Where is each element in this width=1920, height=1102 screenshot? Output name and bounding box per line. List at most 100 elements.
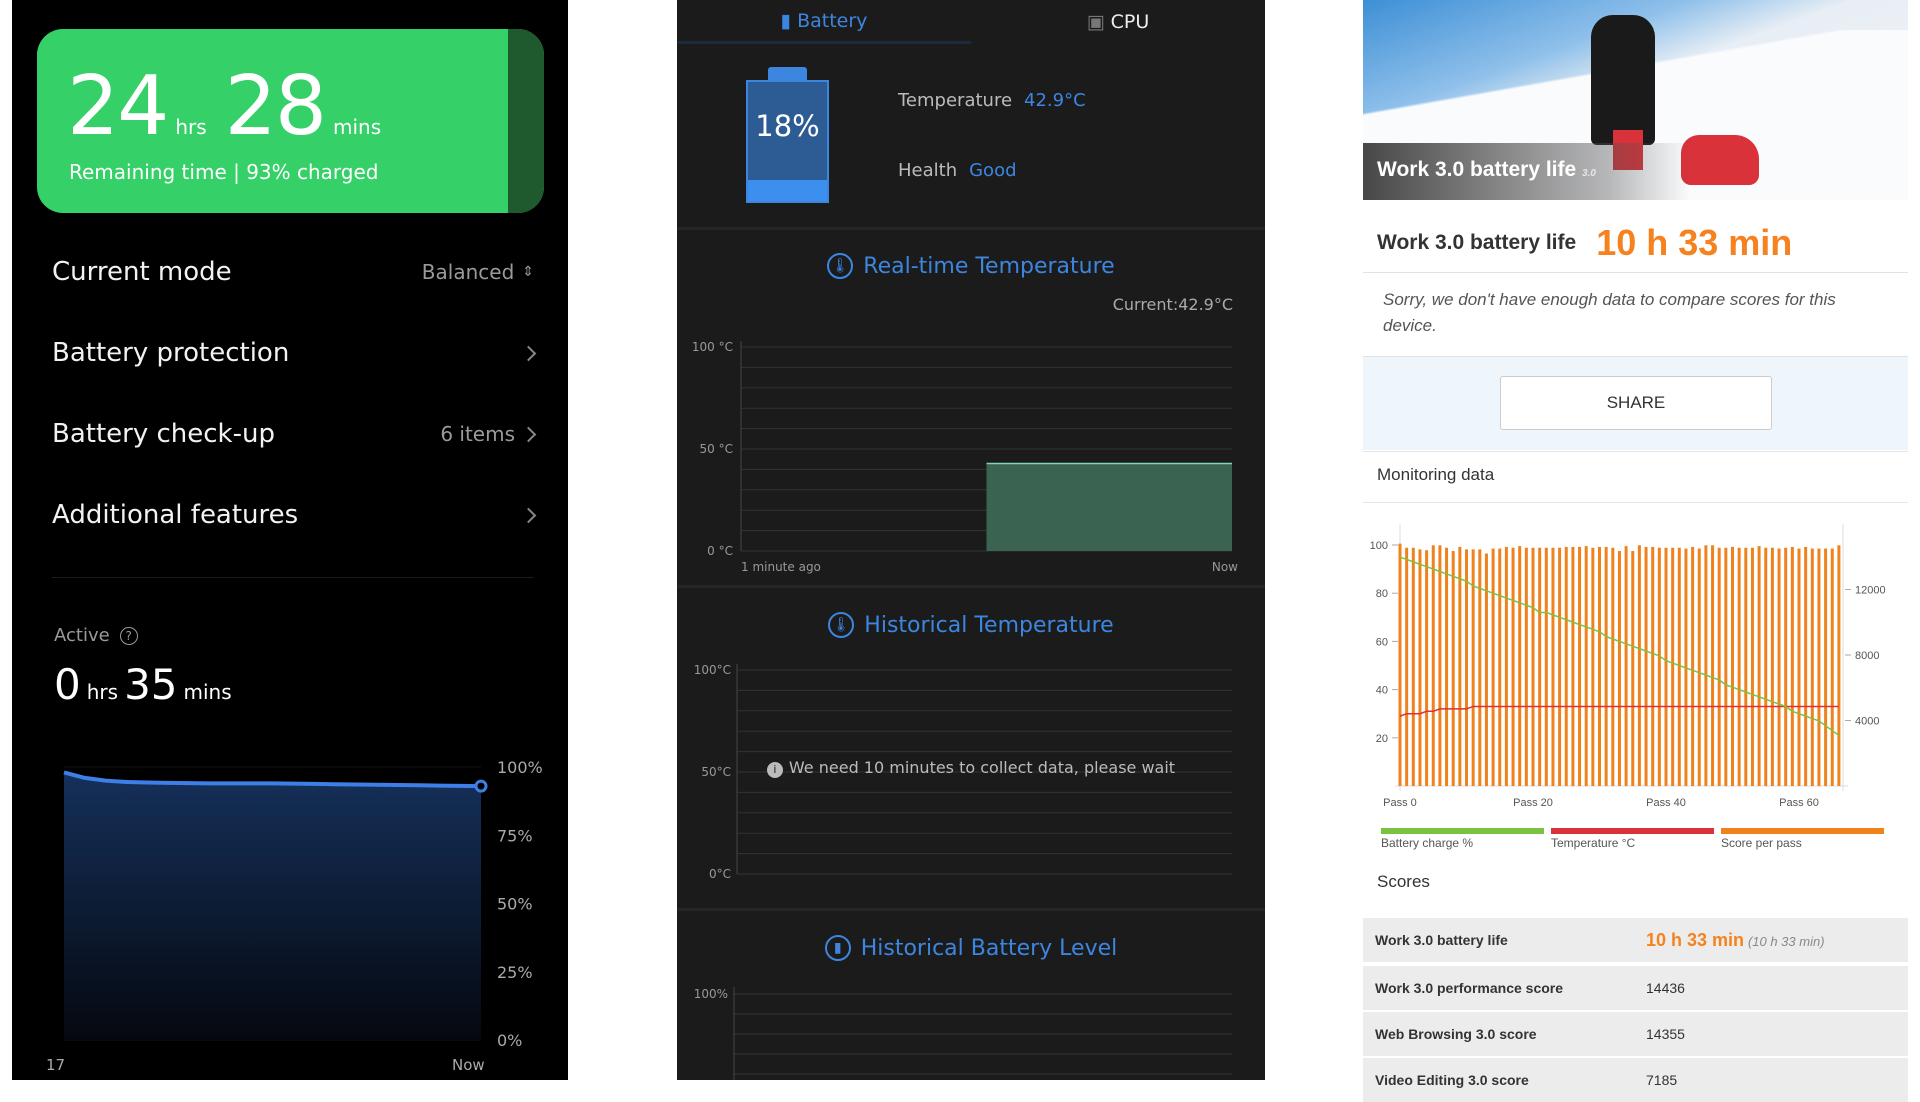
score-bar (1644, 546, 1648, 786)
health-value: Good (969, 160, 1017, 181)
score-bar (1704, 545, 1708, 786)
battery-icon: ▮ (824, 935, 851, 961)
comparison-note: Sorry, we don't have enough data to comp… (1383, 290, 1836, 335)
x-tick-label: Pass 0 (1383, 797, 1417, 809)
battery-gauge: 18% (746, 67, 829, 203)
score-value: 10 h 33 min (1646, 929, 1745, 950)
score-bar (1431, 545, 1435, 786)
y-tick-label: 100 °C (692, 340, 733, 354)
score-value: 14355 (1646, 1026, 1685, 1042)
score-bar (1817, 548, 1821, 786)
score-bar (1538, 547, 1542, 786)
result-label: Work 3.0 battery life (1377, 231, 1577, 254)
score-bar (1837, 545, 1841, 786)
battery-check-up-row[interactable]: Battery check-up 6 items (52, 409, 537, 459)
x-tick-label: Now (1212, 560, 1238, 574)
score-bar (1770, 547, 1774, 786)
right-tick-label: 8000 (1855, 650, 1879, 662)
score-bar (1624, 546, 1628, 786)
score-bar (1784, 547, 1788, 786)
row-label: Additional features (52, 500, 299, 530)
battery-percent: 18% (755, 109, 820, 143)
score-bar (1564, 546, 1568, 786)
tab-cpu[interactable]: ▣ CPU (971, 0, 1265, 44)
score-label: Video Editing 3.0 score (1375, 1072, 1529, 1088)
battery-monitor-panel: ▮ Battery ▣ CPU 18% Temperature 42.9°C Hea… (677, 0, 1265, 1080)
score-row: Work 3.0 battery life 10 h 33 min (10 h 3… (1363, 918, 1908, 962)
left-tick-label: 80 (1376, 588, 1388, 600)
score-bar (1405, 547, 1409, 786)
mode-value: Balanced (421, 260, 515, 284)
legend-swatch (1721, 828, 1884, 834)
x-tick-label: 1 minute ago (741, 560, 821, 574)
score-bar (1637, 545, 1641, 786)
up-down-chevron-icon: ⇕ (522, 264, 534, 280)
score-bar (1651, 546, 1655, 786)
right-tick-label: 4000 (1855, 716, 1879, 728)
tab-label: Battery (797, 9, 868, 32)
divider (52, 577, 534, 578)
score-value: 14436 (1646, 980, 1685, 996)
score-label: Work 3.0 battery life (1375, 932, 1508, 948)
left-tick-label: 40 (1376, 685, 1388, 697)
row-label: Battery protection (52, 338, 290, 368)
help-icon[interactable]: ? (119, 626, 138, 645)
y-tick-label: 100% (497, 758, 543, 777)
temperature-line (1399, 705, 1839, 717)
score-row: Video Editing 3.0 score 7185 (1363, 1058, 1908, 1102)
score-bar (1737, 547, 1741, 786)
score-label: Work 3.0 performance score (1375, 980, 1564, 996)
health-label: Health (898, 160, 958, 181)
active-hours: 0 (54, 660, 81, 709)
y-tick-label: 50 °C (700, 442, 733, 456)
temperature-value: 42.9°C (1024, 90, 1086, 111)
score-bar (1664, 547, 1668, 786)
x-tick-label: Pass 20 (1513, 797, 1553, 809)
divider (677, 227, 1265, 230)
score-bar (1604, 546, 1608, 786)
scores-title: Scores (1377, 872, 1430, 891)
score-bar (1731, 546, 1734, 786)
historical-temperature-title: 🌡 Historical Temperature (677, 612, 1265, 638)
hrs-unit: hrs (175, 115, 207, 139)
battery-icon: ▮ (780, 9, 792, 32)
battery-level-chart: 100% 75% 50% 25% 0% 17 Now (46, 758, 543, 1074)
skier-figure (1591, 15, 1655, 145)
hero-title: Work 3.0 battery life (1377, 158, 1577, 181)
score-value: 7185 (1646, 1072, 1678, 1088)
score-bar (1551, 547, 1555, 786)
section-title: Historical Battery Level (860, 935, 1118, 961)
score-bar (1757, 546, 1761, 786)
battery-protection-row[interactable]: Battery protection (52, 328, 537, 378)
legend-label: Temperature °C (1551, 836, 1635, 850)
battery-settings-panel: 24 hrs 28 mins Remaining time | 93% char… (12, 0, 568, 1080)
y-tick-label: 25% (497, 963, 533, 982)
x-tick-label: Pass 60 (1779, 797, 1819, 809)
score-bar (1797, 548, 1801, 786)
y-tick-label: 75% (497, 826, 533, 845)
chevron-right-icon (520, 426, 537, 442)
score-row: Web Browsing 3.0 score 14355 (1363, 1012, 1908, 1056)
current-mode-row[interactable]: Current mode Balanced ⇕ (52, 247, 534, 297)
score-bar (1438, 545, 1442, 786)
collecting-data-message: i We need 10 minutes to collect data, ple… (677, 758, 1265, 778)
score-bar (1691, 546, 1695, 786)
active-mins: 35 (124, 660, 178, 709)
score-bar (1671, 547, 1675, 786)
remaining-mins: 28 (224, 59, 327, 154)
realtime-temperature-title: 🌡 Real-time Temperature (677, 253, 1265, 279)
tab-battery[interactable]: ▮ Battery (677, 0, 971, 44)
score-bar (1418, 549, 1422, 786)
additional-features-row[interactable]: Additional features (52, 490, 537, 540)
x-tick-label: 17 (46, 1056, 65, 1074)
score-bar (1524, 547, 1528, 786)
area-fill (64, 772, 481, 1040)
share-button[interactable]: SHARE (1500, 376, 1772, 430)
score-bar (1531, 547, 1535, 786)
score-bar (1451, 551, 1455, 786)
score-subvalue: (10 h 33 min) (1747, 933, 1825, 949)
score-bar (1484, 553, 1488, 786)
score-bar (1724, 547, 1728, 786)
legend-label: Score per pass (1721, 836, 1802, 850)
y-tick-label: 0°C (709, 867, 731, 881)
